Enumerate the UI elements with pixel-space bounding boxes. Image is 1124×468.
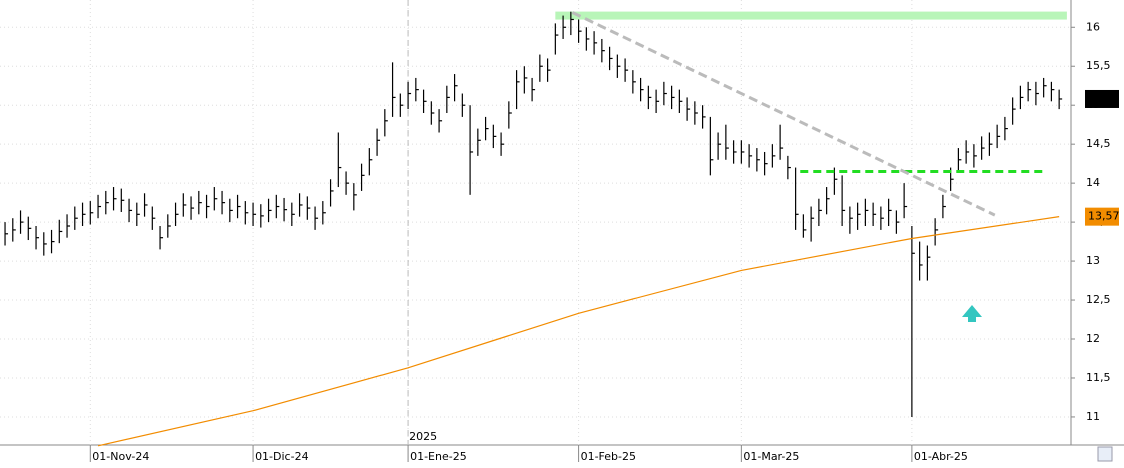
y-tick-label: 12,5 — [1086, 293, 1111, 306]
resistance-band — [555, 11, 1067, 20]
ma-last-box — [1085, 207, 1119, 226]
x-tick-label: 01-Mar-25 — [743, 450, 799, 463]
y-tick-label: 16 — [1086, 20, 1100, 33]
last-price-box — [1085, 89, 1119, 108]
last-price-label: 15,08 — [1088, 92, 1120, 105]
y-tick-label: 12 — [1086, 332, 1100, 345]
signal-arrow — [962, 305, 982, 322]
zoom-icon[interactable] — [1097, 446, 1113, 462]
trend-line — [571, 11, 996, 217]
x-tick-label: 01-Feb-25 — [581, 450, 636, 463]
x-tick-label: 01-Nov-24 — [92, 450, 149, 463]
x-tick-label: 01-Abr-25 — [914, 450, 968, 463]
ma-last-label: 13,57 — [1088, 210, 1120, 223]
y-tick-label: 11,5 — [1086, 371, 1111, 384]
y-tick-label: 13 — [1086, 254, 1100, 267]
y-tick-label: 11 — [1086, 410, 1100, 423]
x-tick-label: 01-Ene-25 — [410, 450, 467, 463]
y-tick-label: 14,5 — [1086, 137, 1111, 150]
year-label: 2025 — [409, 430, 437, 443]
y-tick-label: 14 — [1086, 176, 1100, 189]
y-tick-label: 15,5 — [1086, 59, 1111, 72]
x-tick-label: 01-Dic-24 — [255, 450, 309, 463]
moving-average — [97, 216, 1060, 447]
